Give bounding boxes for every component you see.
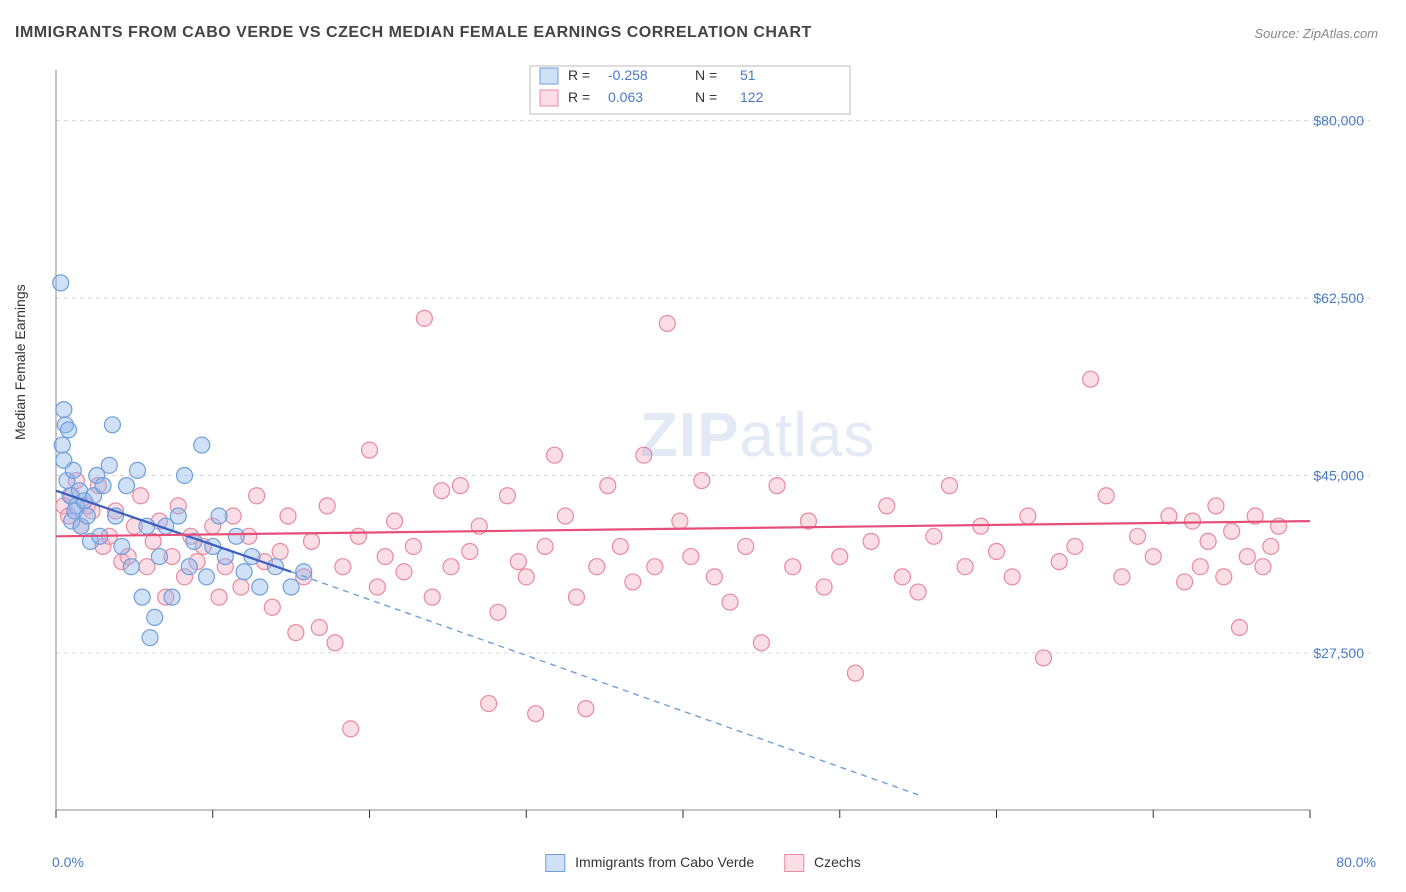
svg-text:$27,500: $27,500 [1313, 645, 1364, 661]
legend-item-cabo-verde: Immigrants from Cabo Verde [545, 854, 754, 872]
svg-text:-0.258: -0.258 [608, 67, 648, 83]
source-attribution: Source: ZipAtlas.com [1254, 26, 1378, 41]
svg-text:R =: R = [568, 67, 590, 83]
svg-text:0.063: 0.063 [608, 89, 643, 105]
legend-label-cabo-verde: Immigrants from Cabo Verde [575, 854, 754, 870]
x-axis-min-label: 0.0% [52, 854, 84, 870]
svg-text:R =: R = [568, 89, 590, 105]
bottom-legend: Immigrants from Cabo Verde Czechs [545, 854, 860, 872]
legend-label-czechs: Czechs [814, 854, 861, 870]
svg-text:N =: N = [695, 89, 717, 105]
chart-title: IMMIGRANTS FROM CABO VERDE VS CZECH MEDI… [15, 24, 812, 42]
svg-text:$45,000: $45,000 [1313, 467, 1364, 483]
legend-swatch-pink [784, 854, 804, 872]
legend-swatch-blue [545, 854, 565, 872]
x-axis-max-label: 80.0% [1336, 854, 1376, 870]
correlation-scatter-chart: $27,500 $45,000 $62,500 $80,000 R = -0.258 N =… [50, 60, 1370, 830]
svg-text:N =: N = [695, 67, 717, 83]
svg-text:$80,000: $80,000 [1313, 113, 1364, 129]
svg-text:51: 51 [740, 67, 756, 83]
svg-text:$62,500: $62,500 [1313, 290, 1364, 306]
y-axis-label: Median Female Earnings [12, 284, 28, 440]
svg-text:122: 122 [740, 89, 764, 105]
legend-item-czechs: Czechs [784, 854, 861, 872]
